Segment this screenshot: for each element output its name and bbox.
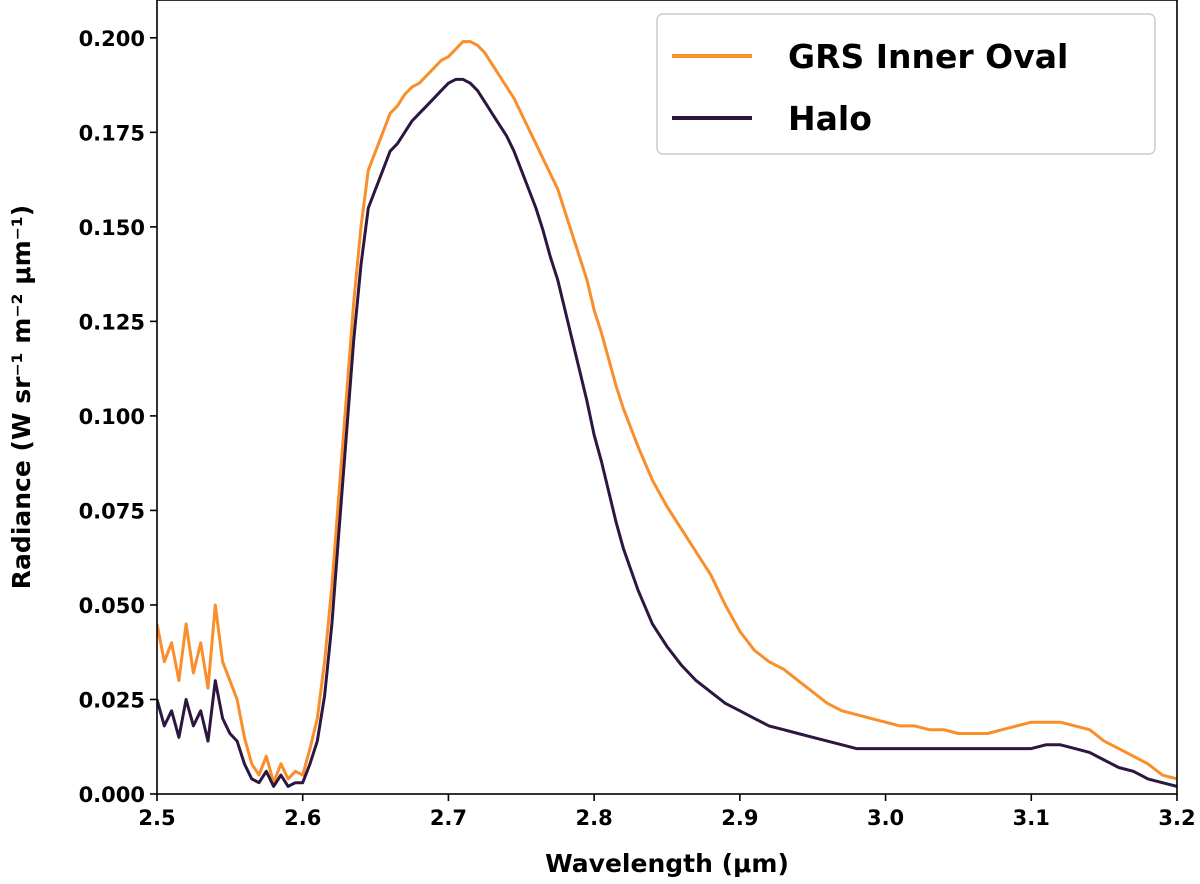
- x-tick-label: 3.0: [867, 806, 904, 830]
- x-tick-label: 3.2: [1158, 806, 1195, 830]
- legend-box: [656, 13, 1156, 155]
- y-tick-label: 0.075: [79, 499, 145, 523]
- y-axis-title: Radiance (W sr⁻¹ m⁻² μm⁻¹): [7, 205, 36, 589]
- series-line-halo: [157, 77, 1177, 788]
- x-tick-label: 3.1: [1013, 806, 1050, 830]
- y-tick-label: 0.175: [79, 121, 145, 145]
- legend-label-grs-inner-oval: GRS Inner Oval: [788, 37, 1068, 76]
- y-tick-label: 0.150: [79, 216, 145, 240]
- series-layer: [157, 40, 1177, 788]
- y-tick-label: 0.100: [79, 405, 145, 429]
- legend-label-halo: Halo: [788, 99, 872, 138]
- x-tick-label: 2.6: [284, 806, 321, 830]
- x-axis-title: Wavelength (μm): [545, 849, 789, 878]
- x-tick-label: 2.9: [721, 806, 758, 830]
- y-tick-label: 0.200: [79, 27, 145, 51]
- plot-frame: [156, 0, 1178, 795]
- x-axis: 2.5 2.6 2.7 2.8 2.9 3.0 3.1 3.2: [138, 794, 1196, 830]
- y-tick-label: 0.025: [79, 688, 145, 712]
- x-tick-label: 2.7: [430, 806, 467, 830]
- y-tick-label: 0.000: [79, 783, 145, 807]
- series-line-grs-inner-oval: [157, 40, 1177, 785]
- y-axis: 0.000 0.025 0.050 0.075 0.100 0.125 0.150 0.175…: [79, 27, 157, 807]
- y-tick-label: 0.050: [79, 594, 145, 618]
- y-tick-label: 0.125: [79, 310, 145, 334]
- x-tick-label: 2.8: [576, 806, 613, 830]
- legend: GRS Inner Oval Halo: [656, 13, 1156, 155]
- x-tick-label: 2.5: [138, 806, 175, 830]
